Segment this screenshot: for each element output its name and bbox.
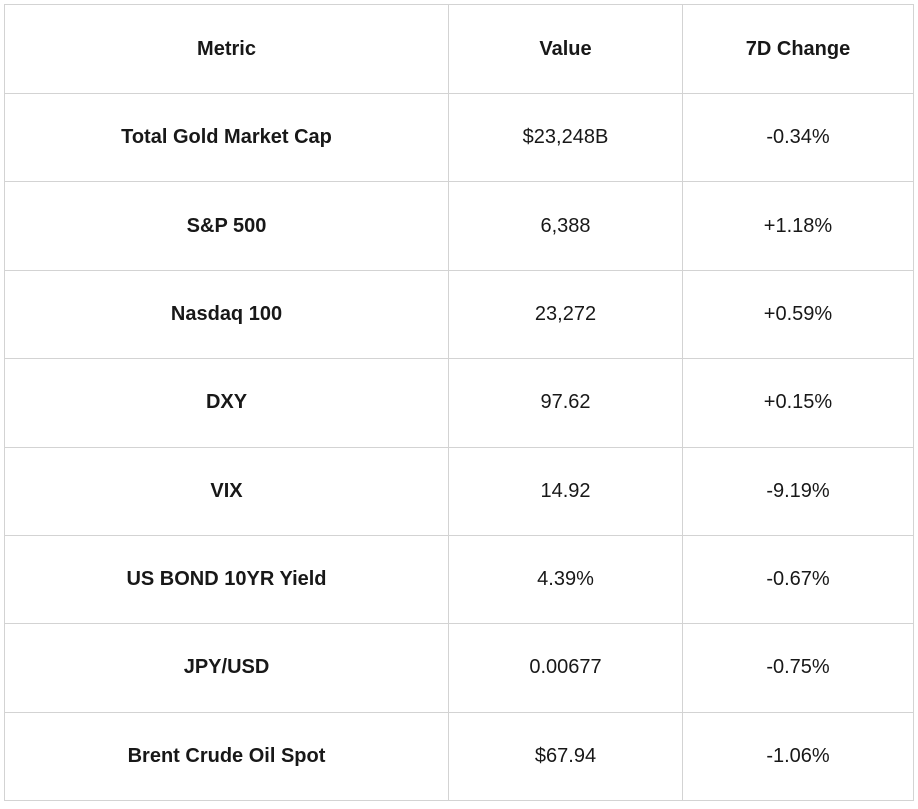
- value-cell: 0.00677: [448, 623, 683, 713]
- value-cell: 97.62: [448, 358, 683, 448]
- value-cell: 6,388: [448, 181, 683, 271]
- metric-cell: S&P 500: [4, 181, 449, 271]
- table-row: S&P 500 6,388 +1.18%: [4, 181, 914, 271]
- metrics-table: Metric Value 7D Change Total Gold Market…: [4, 4, 914, 802]
- table-body: Total Gold Market Cap $23,248B -0.34% S&…: [4, 92, 914, 802]
- metric-cell: US BOND 10YR Yield: [4, 534, 449, 625]
- column-header-metric: Metric: [4, 4, 449, 94]
- metric-cell: JPY/USD: [4, 623, 449, 713]
- table-row: Total Gold Market Cap $23,248B -0.34%: [4, 92, 914, 183]
- table-row: US BOND 10YR Yield 4.39% -0.67%: [4, 534, 914, 625]
- value-cell: 14.92: [448, 446, 683, 536]
- metrics-table-container: Metric Value 7D Change Total Gold Market…: [4, 4, 914, 802]
- change-cell: -0.34%: [682, 92, 914, 183]
- change-cell: +1.18%: [682, 181, 914, 271]
- metric-cell: DXY: [4, 358, 449, 448]
- table-row: Nasdaq 100 23,272 +0.59%: [4, 269, 914, 360]
- metric-cell: Nasdaq 100: [4, 269, 449, 360]
- metric-cell: VIX: [4, 446, 449, 536]
- table-row: VIX 14.92 -9.19%: [4, 446, 914, 536]
- metric-cell: Total Gold Market Cap: [4, 92, 449, 183]
- change-cell: -9.19%: [682, 446, 914, 536]
- metric-cell: Brent Crude Oil Spot: [4, 711, 449, 802]
- change-cell: -0.67%: [682, 534, 914, 625]
- change-cell: +0.59%: [682, 269, 914, 360]
- column-header-value: Value: [448, 4, 683, 94]
- value-cell: 23,272: [448, 269, 683, 360]
- table-header: Metric Value 7D Change: [4, 4, 914, 94]
- change-cell: -0.75%: [682, 623, 914, 713]
- table-row: DXY 97.62 +0.15%: [4, 358, 914, 448]
- table-row: Brent Crude Oil Spot $67.94 -1.06%: [4, 711, 914, 802]
- value-cell: $23,248B: [448, 92, 683, 183]
- header-row: Metric Value 7D Change: [4, 4, 914, 94]
- table-row: JPY/USD 0.00677 -0.75%: [4, 623, 914, 713]
- value-cell: $67.94: [448, 711, 683, 802]
- change-cell: +0.15%: [682, 358, 914, 448]
- change-cell: -1.06%: [682, 711, 914, 802]
- value-cell: 4.39%: [448, 534, 683, 625]
- column-header-7d-change: 7D Change: [682, 4, 914, 94]
